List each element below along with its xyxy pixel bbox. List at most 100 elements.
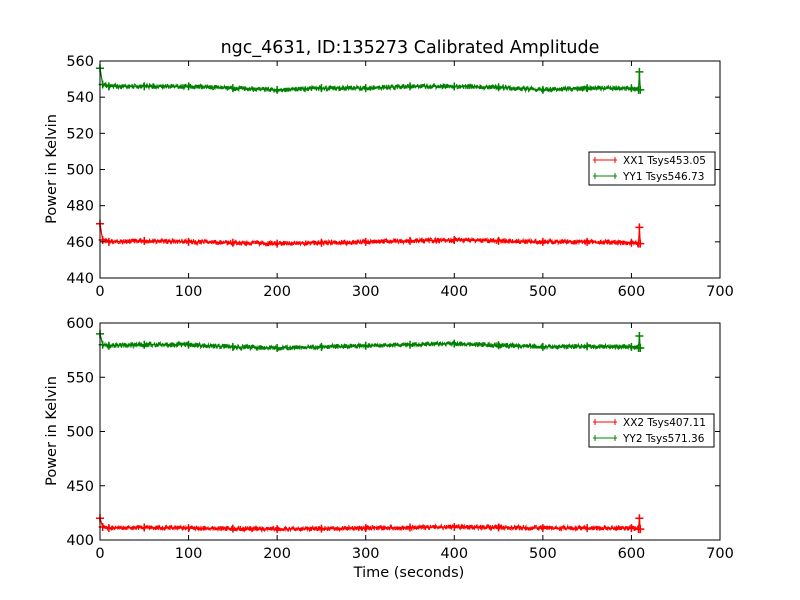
x-tick-label: 300	[352, 546, 380, 562]
data-point	[140, 340, 149, 349]
data-point	[104, 82, 113, 91]
x-tick-label: 0	[95, 284, 104, 300]
x-tick-label: 500	[529, 546, 557, 562]
data-point	[583, 342, 592, 351]
y-tick-label: 450	[66, 479, 94, 495]
data-point	[228, 524, 237, 533]
data-point	[635, 514, 644, 523]
data-point	[627, 84, 636, 93]
data-point	[635, 332, 644, 341]
series-0-0	[96, 219, 645, 248]
data-point	[406, 82, 414, 91]
data-point	[406, 523, 414, 532]
data-point	[450, 339, 459, 348]
legend-marker	[594, 435, 616, 441]
data-point	[636, 343, 645, 352]
y-tick-label: 500	[66, 163, 94, 179]
y-tick-label: 460	[66, 235, 94, 251]
legend-label: XX1 Tsys453.05	[623, 155, 706, 167]
data-point	[583, 237, 592, 246]
x-tick-label: 500	[529, 284, 557, 300]
y-tick-label: 480	[66, 199, 94, 215]
legend: XX1 Tsys453.05 YY1 Tsys546.73	[588, 151, 716, 186]
data-point	[140, 82, 149, 91]
data-point	[317, 342, 326, 351]
x-tick-label: 200	[263, 284, 291, 300]
legend-label: YY1 Tsys546.73	[622, 171, 704, 183]
y-tick-label: 560	[66, 54, 94, 70]
data-point	[494, 83, 503, 92]
x-tick-label: 100	[175, 284, 203, 300]
x-tick-label: 200	[263, 546, 291, 562]
data-point	[406, 236, 414, 245]
data-point	[627, 342, 636, 351]
data-point	[494, 523, 503, 532]
data-point	[273, 525, 282, 534]
data-point	[184, 340, 193, 349]
legend-marker	[594, 173, 616, 179]
y-axis-label-top: Power in Kelvin	[44, 114, 60, 224]
data-point	[104, 341, 113, 350]
top-panel: ngc_4631, ID:135273 Calibrated Amplitude…	[44, 38, 734, 300]
y-tick-label: 500	[66, 425, 94, 441]
data-point	[361, 237, 370, 246]
x-tick-label: 400	[440, 284, 468, 300]
x-tick-label: 0	[95, 546, 104, 562]
x-tick-label: 300	[352, 284, 380, 300]
data-point	[273, 239, 282, 248]
data-point	[184, 237, 193, 246]
data-point	[104, 524, 113, 533]
y-tick-label: 540	[66, 90, 94, 106]
data-point	[361, 84, 370, 93]
legend-marker	[594, 157, 616, 163]
x-tick-label: 400	[440, 546, 468, 562]
y-tick-label: 550	[66, 370, 94, 386]
x-tick-label: 600	[618, 284, 646, 300]
data-point	[273, 85, 282, 94]
x-tick-label: 700	[706, 284, 734, 300]
data-point	[494, 341, 503, 350]
x-tick-label: 700	[706, 546, 734, 562]
data-point	[450, 82, 459, 91]
chart-title: ngc_4631, ID:135273 Calibrated Amplitude	[221, 38, 600, 58]
y-tick-label: 520	[66, 126, 94, 142]
series-band	[102, 236, 639, 248]
series-band	[102, 522, 639, 534]
series-1-0	[96, 514, 645, 534]
series-1-1	[96, 329, 645, 352]
data-point	[538, 85, 547, 94]
data-point	[184, 82, 193, 91]
legend-box	[588, 413, 715, 448]
data-point	[538, 342, 547, 351]
data-point	[140, 236, 149, 245]
bottom-panel: Power in Kelvin Time (seconds) 0 100 200 30…	[44, 316, 734, 581]
data-point	[627, 524, 636, 533]
data-point	[104, 237, 113, 246]
data-point	[140, 523, 149, 532]
y-axis-label-bottom: Power in Kelvin	[44, 376, 60, 486]
data-point	[627, 238, 636, 247]
data-point	[317, 524, 326, 533]
legend-marker	[594, 419, 616, 425]
x-axis-label-bottom: Time (seconds)	[353, 565, 465, 581]
data-point	[273, 343, 282, 352]
data-point	[228, 84, 237, 93]
legend: XX2 Tsys407.11 YY2 Tsys571.36	[588, 413, 715, 448]
legend-label: YY2 Tsys571.36	[622, 433, 705, 445]
y-tick-label: 440	[66, 271, 94, 287]
y-tick-label: 400	[66, 533, 94, 549]
data-point	[636, 85, 645, 94]
legend-label: XX2 Tsys407.11	[623, 417, 706, 429]
data-point	[538, 524, 547, 533]
data-point	[184, 524, 193, 533]
x-tick-label: 600	[618, 546, 646, 562]
y-tick-label: 600	[66, 316, 94, 332]
data-point	[228, 238, 237, 247]
data-point	[450, 522, 459, 531]
data-point	[450, 236, 459, 245]
data-point	[538, 237, 547, 246]
data-point	[361, 341, 370, 350]
data-point	[494, 236, 503, 245]
